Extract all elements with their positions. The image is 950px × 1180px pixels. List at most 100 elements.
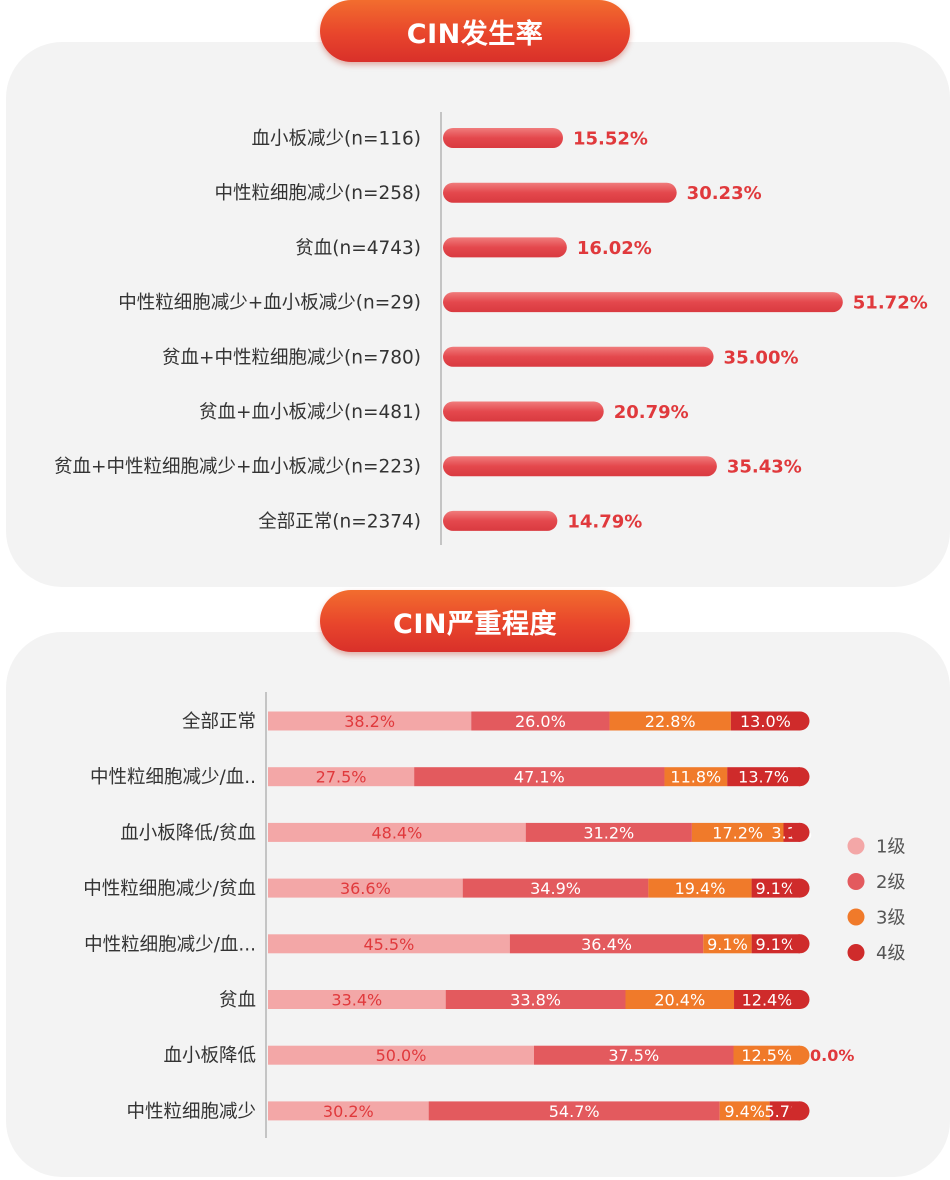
severity-segment-label: 12.4% bbox=[742, 991, 793, 1010]
legend-swatch bbox=[847, 873, 865, 890]
severity-bar-segment bbox=[268, 822, 526, 842]
severity-category-label: 中性粒细胞减少/贫血 bbox=[83, 879, 256, 900]
severity-bar-segment bbox=[733, 1045, 800, 1065]
incidence-bar bbox=[443, 128, 563, 148]
incidence-value-label: 16.02% bbox=[577, 238, 652, 259]
severity-segment-label: 37.5% bbox=[608, 1046, 659, 1065]
severity-segment-label: 30.2% bbox=[323, 1102, 374, 1121]
severity-bar-cap bbox=[790, 1101, 810, 1121]
incidence-value-label: 20.79% bbox=[614, 402, 689, 423]
severity-category-label: 中性粒细胞减少/血... bbox=[84, 934, 256, 955]
severity-bar-segment bbox=[625, 990, 735, 1009]
severity-bar-segment bbox=[751, 878, 800, 898]
severity-bar-segment bbox=[509, 934, 704, 954]
severity-segment-label: 31.2% bbox=[583, 823, 634, 842]
severity-segment-label: 27.5% bbox=[316, 768, 367, 787]
severity-bar-segment bbox=[462, 878, 649, 898]
severity-category-label: 血小板降低 bbox=[163, 1046, 256, 1067]
severity-bar-segment bbox=[414, 767, 665, 787]
incidence-bar bbox=[443, 237, 567, 258]
incidence-value-label: 35.43% bbox=[727, 457, 802, 478]
incidence-bar bbox=[443, 510, 558, 531]
severity-bar-segment bbox=[664, 767, 728, 787]
severity-segment-label: 38.2% bbox=[344, 712, 395, 731]
severity-bar-segment bbox=[609, 711, 731, 731]
severity-bar-segment bbox=[268, 1101, 429, 1121]
severity-bar-segment bbox=[268, 767, 415, 787]
severity-segment-label: 36.4% bbox=[581, 935, 632, 954]
incidence-bar bbox=[443, 292, 843, 313]
severity-bar-segment bbox=[691, 822, 784, 842]
legend-label: 4级 bbox=[876, 943, 905, 964]
incidence-category-label: 中性粒细胞减少+血小板减少(n=29) bbox=[118, 293, 421, 314]
severity-segment-label: 9.4% bbox=[724, 1102, 765, 1121]
incidence-bar bbox=[443, 182, 677, 203]
incidence-category-label: 贫血+中性粒细胞减少+血小板减少(n=223) bbox=[54, 457, 421, 478]
severity-bar-segment bbox=[268, 878, 463, 898]
severity-segment-label: 12.5% bbox=[741, 1046, 792, 1065]
severity-segment-label: 13.0% bbox=[740, 712, 791, 731]
severity-bar-segment bbox=[727, 767, 800, 787]
legend-label: 2级 bbox=[876, 872, 905, 893]
severity-bar-segment bbox=[268, 711, 472, 731]
severity-segment-label: 9.1% bbox=[707, 935, 748, 954]
severity-bar-segment bbox=[268, 1045, 534, 1065]
severity-segment-label: 19.4% bbox=[675, 879, 726, 898]
severity-segment-label: 22.8% bbox=[645, 712, 696, 731]
severity-chart-title: CIN严重程度 bbox=[393, 608, 557, 640]
incidence-category-label: 贫血+血小板减少(n=481) bbox=[199, 402, 421, 423]
severity-bar-segment bbox=[268, 990, 446, 1009]
incidence-value-label: 15.52% bbox=[573, 129, 648, 150]
severity-category-label: 贫血 bbox=[219, 990, 256, 1011]
incidence-category-label: 贫血(n=4743) bbox=[295, 238, 421, 259]
incidence-category-label: 全部正常(n=2374) bbox=[258, 511, 421, 532]
severity-bar-segment bbox=[734, 990, 800, 1009]
legend-swatch bbox=[847, 837, 865, 855]
severity-segment-label: 20.4% bbox=[654, 991, 705, 1010]
severity-segment-label: 36.6% bbox=[340, 879, 391, 898]
incidence-bar bbox=[443, 401, 604, 422]
severity-bar-cap bbox=[790, 822, 810, 842]
incidence-value-label: 35.00% bbox=[724, 347, 799, 368]
incidence-category-label: 血小板减少(n=116) bbox=[252, 129, 421, 150]
severity-segment-label: 33.8% bbox=[510, 991, 561, 1010]
incidence-bar bbox=[443, 456, 717, 477]
severity-title-badge: CIN严重程度 bbox=[320, 590, 630, 652]
severity-bar-segment bbox=[751, 934, 800, 954]
severity-bar-segment bbox=[445, 990, 626, 1009]
severity-category-label: 中性粒细胞减少 bbox=[126, 1101, 256, 1122]
severity-bar-segment bbox=[703, 934, 752, 954]
incidence-bar-chart: 血小板减少(n=116) 15.52% 中性粒细胞减少(n=258) 30.23% 贫血… bbox=[54, 112, 928, 545]
severity-segment-label: 11.8% bbox=[670, 768, 721, 787]
severity-segment-label: 50.0% bbox=[376, 1046, 427, 1065]
severity-segment-label: 45.5% bbox=[363, 935, 414, 954]
incidence-category-label: 贫血+中性粒细胞减少(n=780) bbox=[162, 347, 421, 368]
incidence-value-label: 14.79% bbox=[567, 511, 642, 532]
severity-bar-cap bbox=[790, 711, 810, 731]
severity-bar-cap bbox=[790, 767, 810, 787]
severity-segment-label: 34.9% bbox=[530, 879, 581, 898]
severity-bar-cap bbox=[790, 1045, 810, 1065]
severity-segment-label: 54.7% bbox=[549, 1102, 600, 1121]
severity-segment-label: 33.4% bbox=[331, 991, 382, 1010]
severity-segment-label: 26.0% bbox=[515, 712, 566, 731]
severity-bar-cap bbox=[790, 878, 810, 898]
severity-segment-label: 13.7% bbox=[738, 768, 789, 787]
severity-segment-label: 9.1% bbox=[755, 935, 796, 954]
severity-bar-segment bbox=[730, 711, 800, 731]
severity-bar-segment bbox=[719, 1101, 770, 1121]
legend-label: 3级 bbox=[876, 908, 905, 929]
severity-segment-label: 9.1% bbox=[755, 879, 796, 898]
severity-bar-segment bbox=[534, 1045, 734, 1065]
severity-segment-label: 48.4% bbox=[371, 823, 422, 842]
legend-label: 1级 bbox=[876, 837, 905, 858]
severity-bar-cap bbox=[790, 934, 810, 954]
legend-swatch bbox=[847, 908, 865, 926]
incidence-value-label: 30.23% bbox=[687, 183, 762, 204]
severity-bar-segment bbox=[268, 934, 510, 954]
severity-bar-segment bbox=[428, 1101, 720, 1121]
severity-category-label: 血小板降低/贫血 bbox=[120, 823, 256, 844]
severity-segment-label: 47.1% bbox=[514, 768, 565, 787]
incidence-chart-title: CIN发生率 bbox=[406, 18, 544, 50]
